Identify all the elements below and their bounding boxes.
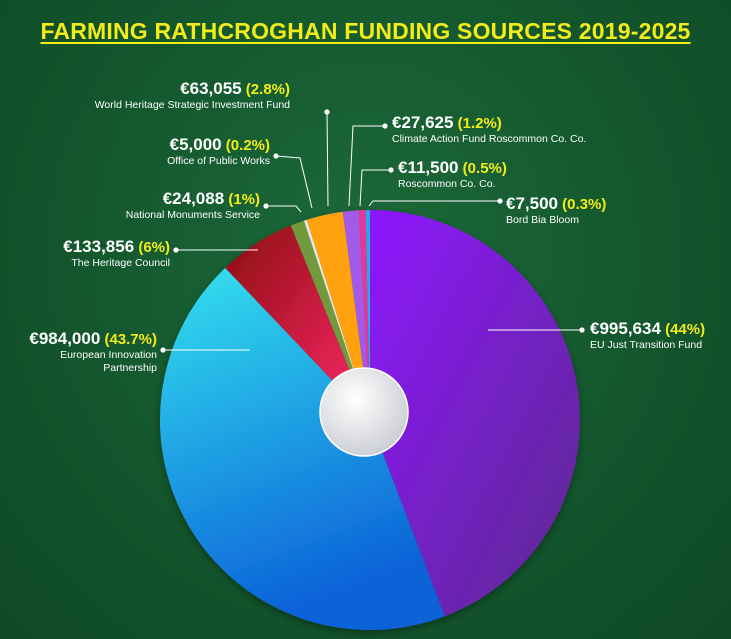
leader-dot-6 [324, 109, 330, 115]
slice-name-label-1: EU Just Transition Fund [590, 339, 702, 351]
slice-percent: (43.7%) [100, 331, 157, 348]
chart-title: FARMING RATHCROGHAN FUNDING SOURCES 2019… [40, 18, 691, 44]
pie-slice-6 [306, 211, 370, 420]
leader-dot-8 [388, 167, 394, 173]
slice-amount: €24,088 [163, 189, 224, 208]
slice-name-label-3: The Heritage Council [71, 257, 170, 269]
slice-value-label-8: €11,500 (0.5%) [398, 158, 507, 177]
slice-amount: €7,500 [506, 194, 558, 213]
slice-name-label-4: National Monuments Service [126, 209, 260, 221]
leader-dot-2 [160, 347, 166, 353]
slice-value-label-5: €5,000 (0.2%) [170, 135, 270, 154]
slice-percent: (1.2%) [453, 115, 501, 132]
slice-name-label-9: Bord Bia Bloom [506, 214, 579, 226]
slice-amount: €133,856 [63, 237, 134, 256]
slice-value-label-9: €7,500 (0.3%) [506, 194, 606, 213]
leader-line-8 [359, 169, 391, 207]
pie-center-hole [319, 367, 409, 457]
slice-name-label-5: Office of Public Works [167, 155, 270, 167]
slice-percent: (44%) [661, 321, 705, 338]
slice-amount: €63,055 [180, 79, 241, 98]
slice-percent: (0.3%) [558, 196, 606, 213]
slice-name-label-6: World Heritage Strategic Investment Fund [95, 99, 290, 111]
pie-slice-9 [365, 210, 370, 420]
slice-amount: €5,000 [170, 135, 222, 154]
slice-amount: €984,000 [29, 329, 100, 348]
leader-line-4 [266, 205, 302, 213]
pie-slice-1 [370, 210, 581, 617]
leader-dot-9 [497, 198, 503, 204]
leader-dot-1 [579, 327, 585, 333]
leader-line-6 [326, 111, 329, 207]
leader-dot-7 [382, 123, 388, 129]
slice-value-label-3: €133,856 (6%) [63, 237, 170, 256]
slice-percent: (0.2%) [222, 137, 270, 154]
slice-value-label-6: €63,055 (2.8%) [180, 79, 290, 98]
slice-name-label-7: Climate Action Fund Roscommon Co. Co. [392, 133, 586, 145]
slice-amount: €27,625 [392, 113, 453, 132]
slice-name-label-2: European Innovation [60, 349, 157, 361]
slice-value-label-4: €24,088 (1%) [163, 189, 260, 208]
slice-percent: (2.8%) [242, 81, 290, 98]
slice-percent: (6%) [134, 239, 170, 256]
slice-amount: €995,634 [590, 319, 661, 338]
slice-name-label-8: Roscommon Co. Co. [398, 178, 495, 190]
slice-percent: (0.5%) [459, 160, 507, 177]
slice-value-label-2: €984,000 (43.7%) [29, 329, 157, 348]
leader-line-5 [275, 155, 313, 209]
slice-amount: €11,500 [398, 158, 459, 177]
slice-value-label-1: €995,634 (44%) [590, 319, 705, 338]
slice-percent: (1%) [224, 191, 260, 208]
leader-dot-4 [263, 203, 269, 209]
pie-slice-3 [225, 225, 370, 420]
slice-value-label-7: €27,625 (1.2%) [392, 113, 502, 132]
pie-slice-2 [159, 267, 445, 631]
leader-dot-3 [173, 247, 179, 253]
leader-line-9 [368, 200, 500, 207]
slice-name-label-2: Partnership [103, 362, 157, 374]
leader-dot-5 [273, 153, 279, 159]
leader-line-7 [348, 125, 385, 207]
